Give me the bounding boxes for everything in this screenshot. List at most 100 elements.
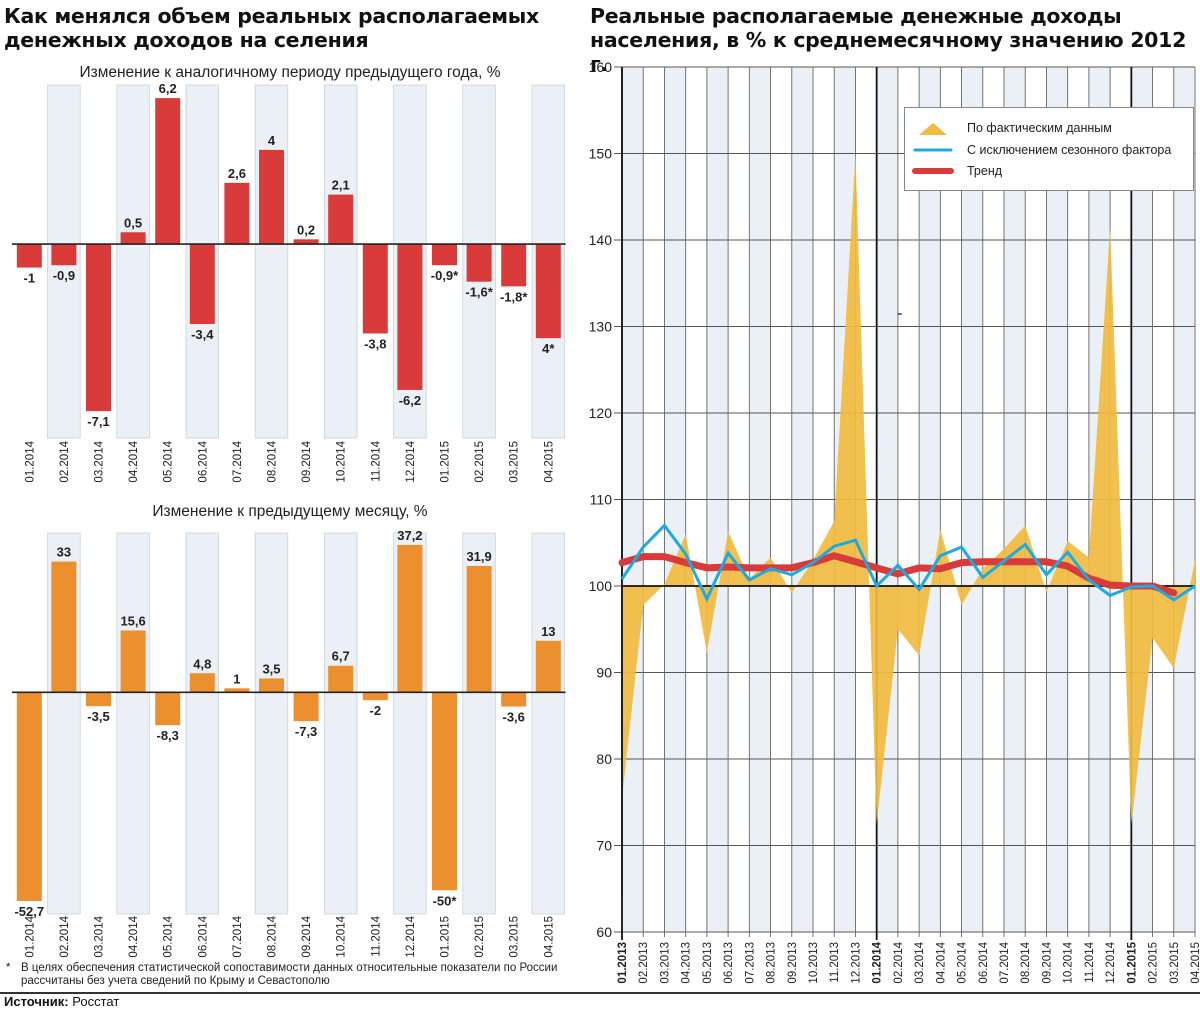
chart-legend: По фактическим данным С исключением сезо… — [904, 107, 1194, 191]
bar — [397, 544, 423, 693]
data-label: 2,6 — [228, 166, 246, 181]
x-tick-label: 11.2014 — [370, 440, 382, 481]
bar — [16, 692, 42, 901]
data-label: 6,7 — [332, 649, 350, 664]
x-tick-label: 02.2015 — [474, 916, 486, 958]
data-label: -3,4 — [191, 327, 214, 342]
x-tick-label: 02.2014 — [893, 941, 905, 983]
y-tick-label: 60 — [596, 924, 612, 940]
bar — [535, 244, 561, 339]
bar — [86, 692, 111, 707]
bar — [16, 244, 42, 268]
x-tick-label: 03.2014 — [914, 941, 926, 983]
data-label: -1 — [24, 271, 36, 286]
income-index-chart: 60 70 80 90 100 110 120 130 140 150 160 01.2013 02.2… — [589, 59, 1200, 984]
column-shade — [185, 532, 219, 915]
bar — [293, 239, 319, 245]
column-shade — [116, 532, 150, 915]
column-shade — [323, 84, 358, 439]
data-label: -0,9 — [53, 268, 75, 283]
data-label: 3,5 — [262, 661, 280, 676]
data-label: -3,5 — [87, 709, 109, 724]
bar — [120, 232, 146, 245]
bar — [466, 565, 492, 693]
x-tick-label: 07.2013 — [744, 942, 756, 984]
data-label: 6,2 — [159, 84, 177, 96]
data-label: 0,2 — [297, 222, 315, 237]
x-tick-label: 07.2014 — [232, 440, 244, 482]
bar — [86, 244, 111, 412]
data-label: -7,1 — [87, 414, 109, 429]
source-value: Росстат — [72, 994, 120, 1009]
y-tick-label: 100 — [589, 578, 613, 594]
x-tick-label: 10.2014 — [336, 915, 348, 957]
blue-line-icon — [905, 140, 967, 160]
x-tick-label: 01.2014 — [872, 941, 884, 983]
data-label: 2,1 — [332, 178, 350, 193]
red-line-icon — [905, 161, 967, 181]
x-tick-label: 09.2013 — [787, 942, 799, 984]
bar — [293, 692, 319, 722]
y-tick-label: 120 — [589, 405, 613, 421]
data-label: 31,9 — [466, 549, 491, 564]
x-tick-label: 03.2014 — [94, 915, 106, 957]
x-tick-label: 12.2014 — [405, 915, 417, 957]
right-chart-title: Реальные располагаемые денежные доходы н… — [590, 4, 1187, 76]
x-tick-label: 09.2014 — [1041, 941, 1053, 983]
x-tick-label: 04.2015 — [543, 916, 555, 958]
bar — [189, 244, 215, 325]
column-shade — [254, 532, 289, 915]
footnote-marker: * — [6, 962, 11, 974]
bar — [51, 244, 77, 266]
x-tick-label: 05.2014 — [163, 440, 175, 482]
trend-line — [618, 552, 1178, 597]
yoy-chart-subtitle: Изменение к аналогичному периоду предыду… — [79, 64, 501, 81]
legend-item-seasonal: С исключением сезонного фактора — [905, 140, 1171, 160]
x-tick-label: 04.2015 — [543, 441, 555, 483]
x-tick-label: 05.2014 — [957, 941, 969, 983]
data-label: -8,3 — [156, 728, 178, 743]
y-tick-label: 90 — [596, 665, 612, 681]
x-tick-label: 10.2013 — [808, 942, 820, 984]
data-label: 37,2 — [397, 528, 422, 543]
footnote-text: В целях обеспечения статистической сопос… — [21, 962, 558, 987]
legend-label: Тренд — [967, 164, 1003, 178]
bar — [155, 98, 181, 245]
x-tick-label: 08.2014 — [1020, 941, 1032, 983]
actual-data-area — [622, 153, 1195, 824]
bar — [397, 244, 423, 390]
x-tick-label: 11.2013 — [829, 942, 841, 983]
y-tick-label: 160 — [589, 59, 613, 75]
bar — [535, 640, 561, 693]
x-tick-label: 03.2015 — [509, 441, 521, 483]
bar — [328, 194, 354, 245]
triangle-area-icon — [905, 118, 967, 138]
x-tick-label: 05.2013 — [702, 942, 714, 984]
x-tick-label: 01.2015 — [1126, 941, 1138, 983]
data-label: 4 — [268, 133, 276, 148]
yoy-bar-chart: -1 01.2014 -0,9 02.2014 -7,1 03.2014 0,5 04.201… — [12, 84, 566, 483]
x-tick-label: 08.2014 — [267, 440, 279, 482]
x-tick-label: 03.2013 — [659, 942, 671, 984]
x-tick-label: 01.2014 — [24, 440, 36, 482]
footnote: * В целях обеспечения статистической соп… — [6, 962, 576, 988]
y-tick-label: 140 — [589, 232, 613, 248]
x-tick-label: 12.2014 — [405, 440, 417, 482]
source-line: Источник: Росстат — [4, 994, 119, 1009]
bar — [51, 561, 77, 693]
x-tick-label: 12.2013 — [850, 942, 862, 984]
bar — [259, 678, 284, 693]
x-tick-label: 04.2014 — [935, 941, 947, 983]
legend-label: С исключением сезонного фактора — [967, 143, 1172, 157]
bar — [120, 630, 146, 693]
x-tick-label: 06.2014 — [197, 440, 209, 482]
x-tick-label: 03.2015 — [509, 916, 521, 958]
x-tick-label: 04.2014 — [128, 440, 140, 482]
bar — [501, 244, 527, 287]
bar — [224, 182, 250, 245]
column-shade — [531, 532, 565, 915]
x-tick-label: 10.2014 — [1063, 941, 1075, 983]
x-tick-label: 11.2014 — [1084, 941, 1096, 982]
bar — [224, 688, 250, 693]
x-tick-label: 02.2013 — [638, 942, 650, 984]
